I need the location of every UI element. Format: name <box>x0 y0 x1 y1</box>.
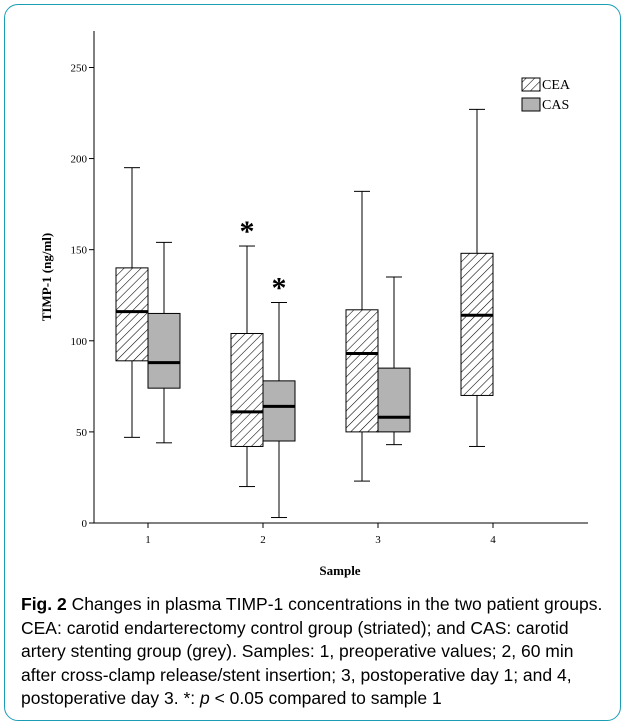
box-cas-1 <box>147 312 181 389</box>
caption-p-symbol: p <box>200 688 210 709</box>
x-axis-label: Sample <box>319 563 360 578</box>
caption-text: Changes in plasma TIMP-1 concentrations … <box>21 594 603 709</box>
box-plot-chart: 0 50 100 150 200 250 1 2 3 4 Sample TIMP-1 (ng/ml) *… <box>39 31 588 578</box>
y-tick-label-200: 200 <box>71 154 88 166</box>
box-cas-3 <box>377 367 411 433</box>
box-cea-4 <box>460 252 494 396</box>
box-cea-3 <box>345 309 379 433</box>
legend-swatch-cea <box>521 77 541 92</box>
x-tick-label-2: 2 <box>260 534 266 546</box>
box-cea-1 <box>115 267 149 362</box>
y-axis-label: TIMP-1 (ng/ml) <box>39 233 54 321</box>
box-cea-2 <box>230 332 264 447</box>
y-tick-label-0: 0 <box>82 518 88 530</box>
legend-label-cea: CEA <box>542 78 571 93</box>
box-cas-2 <box>262 380 296 442</box>
y-tick-label-250: 250 <box>71 62 88 74</box>
x-tick-label-3: 3 <box>375 534 381 546</box>
caption-label: Fig. 2 <box>21 594 67 614</box>
y-tick-label-100: 100 <box>71 336 88 348</box>
significance-star-cas-2: * <box>272 272 287 305</box>
y-tick-label-150: 150 <box>71 245 88 257</box>
legend-label-cas: CAS <box>542 98 569 113</box>
legend-swatch-cas <box>521 97 541 112</box>
caption-text-end: < 0.05 compared to sample 1 <box>209 688 442 709</box>
figure-frame: 0 50 100 150 200 250 1 2 3 4 Sample TIMP-1 (ng/ml) *… <box>4 4 621 721</box>
figure-caption: Fig. 2 Changes in plasma TIMP-1 concentr… <box>21 593 611 711</box>
y-tick-label-50: 50 <box>76 427 88 439</box>
x-tick-label-1: 1 <box>145 534 151 546</box>
significance-star-cea-2: * <box>240 215 255 248</box>
x-tick-label-4: 4 <box>490 534 496 546</box>
